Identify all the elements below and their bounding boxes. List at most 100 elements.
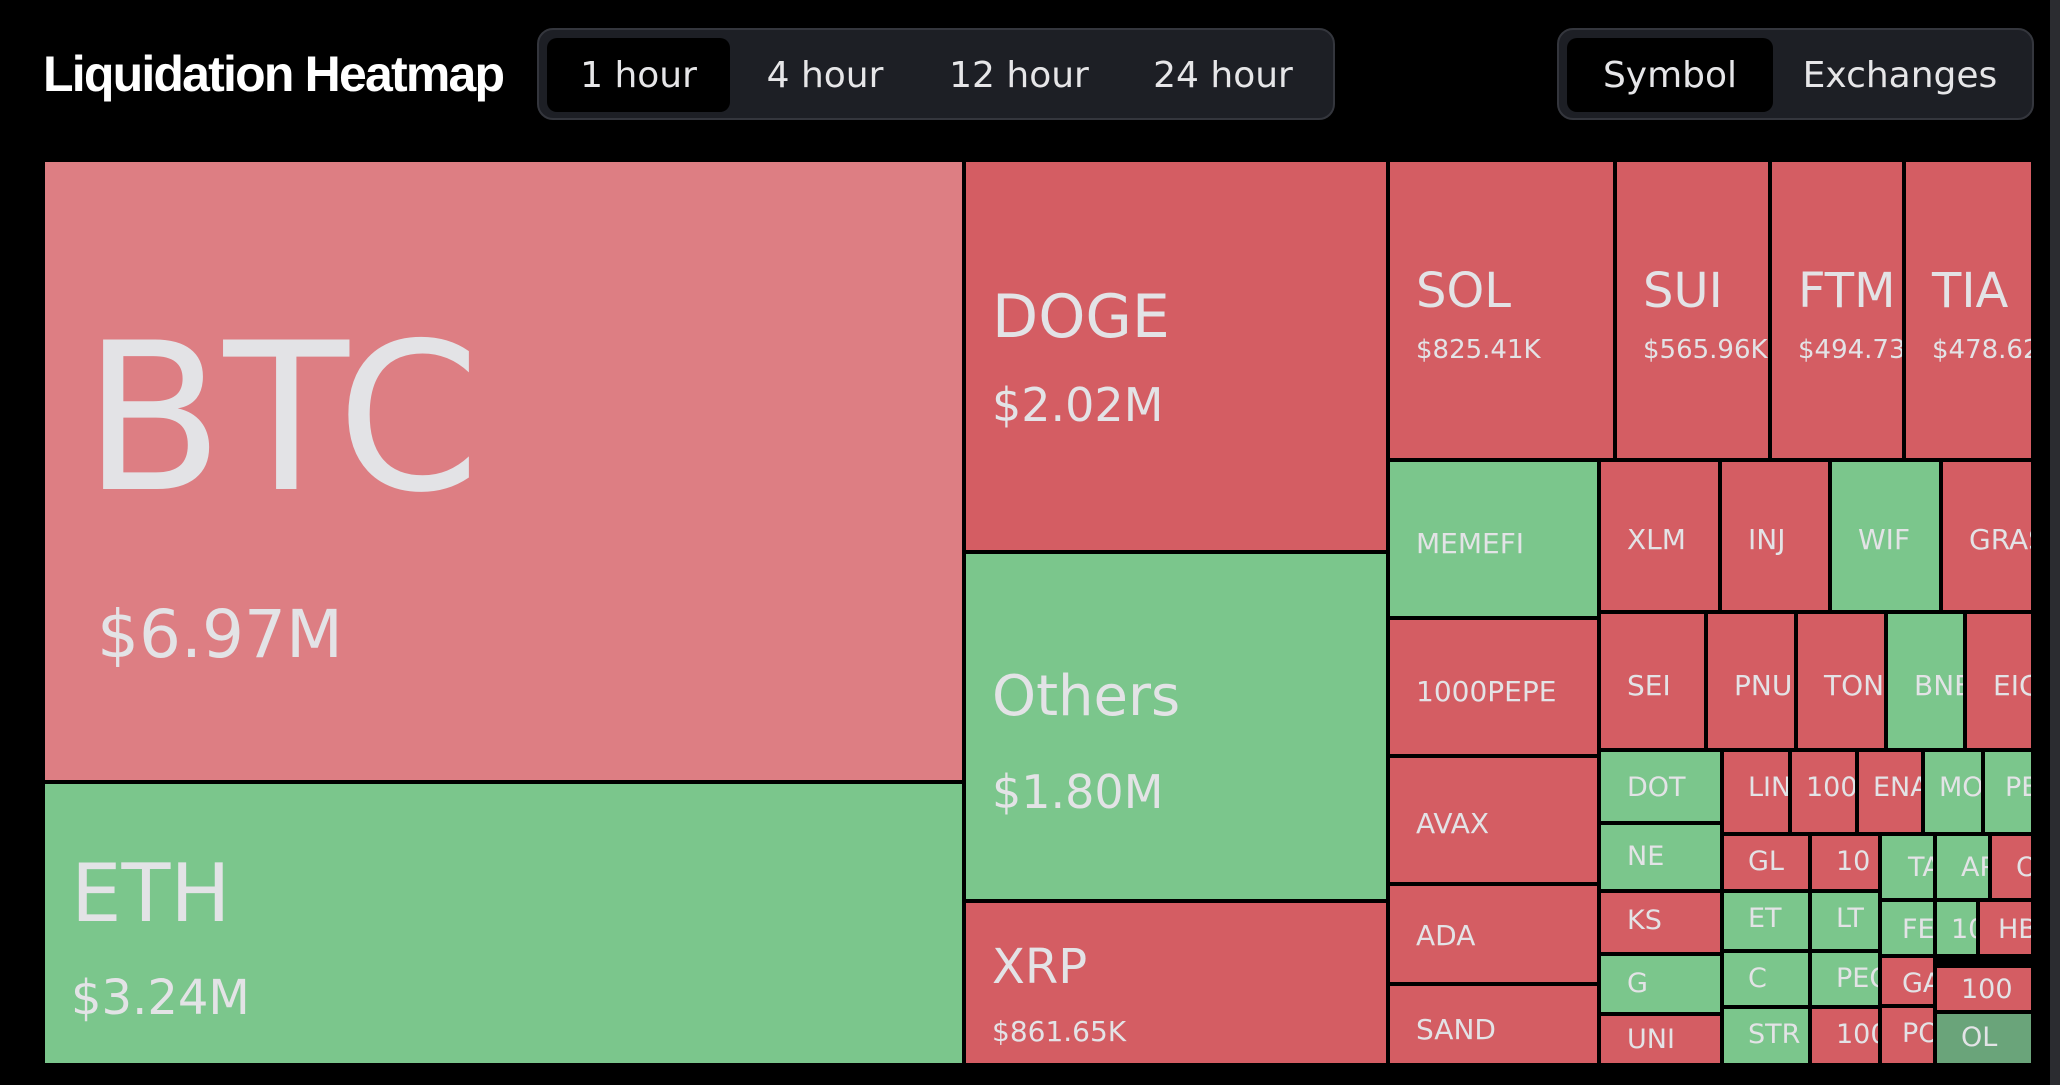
tile-pe[interactable]: PE bbox=[1983, 750, 2033, 834]
tile-value: $825.41K bbox=[1416, 335, 1541, 365]
tile-symbol: C bbox=[1748, 963, 1767, 994]
tile-xrp[interactable]: XRP $861.65K bbox=[964, 901, 1388, 1065]
tile-gl[interactable]: GL bbox=[1722, 834, 1810, 891]
tile-symbol: MOODE bbox=[1939, 772, 1983, 803]
tile-ena[interactable]: ENA bbox=[1857, 750, 1923, 834]
tile-symbol: OP bbox=[2016, 854, 2031, 881]
tile-apt[interactable]: APT bbox=[1935, 834, 1990, 900]
tile-symbol: Others bbox=[992, 664, 1181, 729]
timeframe-selector: 1 hour 4 hour 12 hour 24 hour bbox=[537, 28, 1335, 120]
tile-btc[interactable]: BTC $6.97M bbox=[43, 160, 964, 782]
tile-ftm[interactable]: FTM $494.73 bbox=[1770, 160, 1904, 460]
tile-symbol: PEO bbox=[1836, 963, 1878, 994]
tile-symbol: DOGE bbox=[992, 282, 1170, 352]
tile-po[interactable]: PO bbox=[1880, 1006, 1935, 1065]
tile-symbol: PNU bbox=[1734, 669, 1793, 702]
tile-ta[interactable]: TA bbox=[1880, 834, 1935, 900]
tile-value: $565.96K bbox=[1643, 335, 1768, 365]
group-by-exchanges-button[interactable]: Exchanges bbox=[1802, 54, 1998, 96]
tile-str[interactable]: STR bbox=[1722, 1007, 1810, 1065]
grouping-selector: Symbol Exchanges bbox=[1557, 28, 2034, 120]
tile-link[interactable]: LINK bbox=[1722, 750, 1790, 834]
tile-symbol: ENA bbox=[1873, 772, 1921, 803]
tile-symbol: SEI bbox=[1627, 669, 1671, 702]
tile-value: $861.65K bbox=[992, 1015, 1127, 1048]
tile-sol[interactable]: SOL $825.41K bbox=[1388, 160, 1615, 460]
timeframe-4-hour-button[interactable]: 4 hour bbox=[766, 54, 884, 96]
tile-symbol: XRP bbox=[992, 939, 1088, 995]
tile-xlm[interactable]: XLM bbox=[1599, 460, 1720, 612]
tile-symbol: EIG bbox=[1993, 669, 2031, 702]
tile-tia[interactable]: TIA $478.62 bbox=[1904, 160, 2033, 460]
timeframe-12-hour-button[interactable]: 12 hour bbox=[949, 54, 1089, 96]
tile-c[interactable]: C bbox=[1722, 951, 1810, 1007]
tile-symbol: FTM bbox=[1798, 263, 1896, 319]
tile-1000bc[interactable]: 1000BC bbox=[1790, 750, 1857, 834]
tile-wif[interactable]: WIF bbox=[1830, 460, 1941, 612]
tile-sui[interactable]: SUI $565.96K bbox=[1615, 160, 1770, 460]
tile-dot[interactable]: DOT bbox=[1599, 750, 1722, 823]
group-by-symbol-button[interactable]: Symbol bbox=[1567, 38, 1773, 112]
tile-symbol: DOT bbox=[1627, 772, 1686, 803]
tile-symbol: OL bbox=[1961, 1022, 1998, 1053]
tile-fet[interactable]: FET bbox=[1880, 900, 1935, 956]
tile-symbol: GL bbox=[1748, 846, 1784, 877]
tile-hb[interactable]: HB bbox=[1978, 900, 2033, 956]
tile-10[interactable]: 10 bbox=[1810, 834, 1880, 891]
tile-symbol: XLM bbox=[1627, 523, 1686, 556]
tile-100[interactable]: 100 bbox=[1935, 900, 1978, 956]
tile-100[interactable]: 100 bbox=[1810, 1007, 1880, 1065]
tile-symbol: LT bbox=[1836, 903, 1864, 934]
tile-doge[interactable]: DOGE $2.02M bbox=[964, 160, 1388, 552]
tile-symbol: STR bbox=[1748, 1019, 1801, 1050]
tile-symbol: HB bbox=[1998, 914, 2033, 945]
tile-ks[interactable]: KS bbox=[1599, 891, 1722, 954]
tile-memefi[interactable]: MEMEFI bbox=[1388, 460, 1599, 618]
tile-symbol: APT bbox=[1961, 852, 1988, 883]
tile-sand[interactable]: SAND bbox=[1388, 984, 1599, 1065]
tile-1000pepe[interactable]: 1000PEPE bbox=[1388, 618, 1599, 756]
liquidation-heatmap: BTC $6.97M ETH $3.24M DOGE $2.02M Others $1.80M… bbox=[43, 160, 2033, 1065]
tile-ol[interactable]: OL bbox=[1935, 1012, 2033, 1065]
tile-bne[interactable]: BNE bbox=[1886, 612, 1965, 750]
tile-value: $1.80M bbox=[992, 765, 1164, 819]
tile-symbol: ET bbox=[1748, 903, 1782, 934]
tile-symbol: LINK bbox=[1748, 772, 1790, 803]
tile-symbol: GRAS bbox=[1969, 523, 2031, 556]
tile-eig[interactable]: EIG bbox=[1965, 612, 2033, 750]
tile-peo[interactable]: PEO bbox=[1810, 951, 1880, 1007]
tile-avax[interactable]: AVAX bbox=[1388, 756, 1599, 884]
tile-symbol: ETH bbox=[71, 847, 231, 940]
tile-symbol: 10 bbox=[1836, 846, 1871, 877]
tile-value: $494.73 bbox=[1798, 335, 1904, 365]
tile-symbol: TA bbox=[1908, 852, 1933, 883]
tile-g[interactable]: G bbox=[1599, 954, 1722, 1014]
tile-symbol: SUI bbox=[1643, 263, 1723, 319]
tile-symbol: PE bbox=[2005, 772, 2031, 803]
tile-gras[interactable]: GRAS bbox=[1941, 460, 2033, 612]
tile-eth[interactable]: ETH $3.24M bbox=[43, 782, 964, 1065]
tile-symbol: TON bbox=[1824, 669, 1885, 702]
timeframe-1-hour-button[interactable]: 1 hour bbox=[547, 38, 730, 112]
tile-symbol: FET bbox=[1902, 914, 1935, 945]
tile-ton[interactable]: TON bbox=[1796, 612, 1886, 750]
tile-moode[interactable]: MOODE bbox=[1923, 750, 1983, 834]
tile-inj[interactable]: INJ bbox=[1720, 460, 1830, 612]
tile-lt[interactable]: LT bbox=[1810, 891, 1880, 951]
tile-ne[interactable]: NE bbox=[1599, 823, 1722, 891]
tile-others[interactable]: Others $1.80M bbox=[964, 552, 1388, 901]
tile-uni[interactable]: UNI bbox=[1599, 1014, 1722, 1065]
tile-100[interactable]: 100 bbox=[1935, 966, 2033, 1012]
scrollbar-track bbox=[2050, 0, 2060, 1085]
tile-value: $6.97M bbox=[97, 596, 343, 673]
tile-symbol: MEMEFI bbox=[1416, 527, 1525, 560]
tile-op[interactable]: OP bbox=[1990, 834, 2033, 900]
tile-ga[interactable]: GA bbox=[1880, 956, 1935, 1006]
tile-symbol: WIF bbox=[1858, 523, 1911, 556]
tile-symbol: 100 bbox=[1836, 1019, 1878, 1050]
tile-sei[interactable]: SEI bbox=[1599, 612, 1706, 750]
tile-et[interactable]: ET bbox=[1722, 891, 1810, 951]
timeframe-24-hour-button[interactable]: 24 hour bbox=[1153, 54, 1293, 96]
tile-ada[interactable]: ADA bbox=[1388, 884, 1599, 984]
tile-pnu[interactable]: PNU bbox=[1706, 612, 1796, 750]
